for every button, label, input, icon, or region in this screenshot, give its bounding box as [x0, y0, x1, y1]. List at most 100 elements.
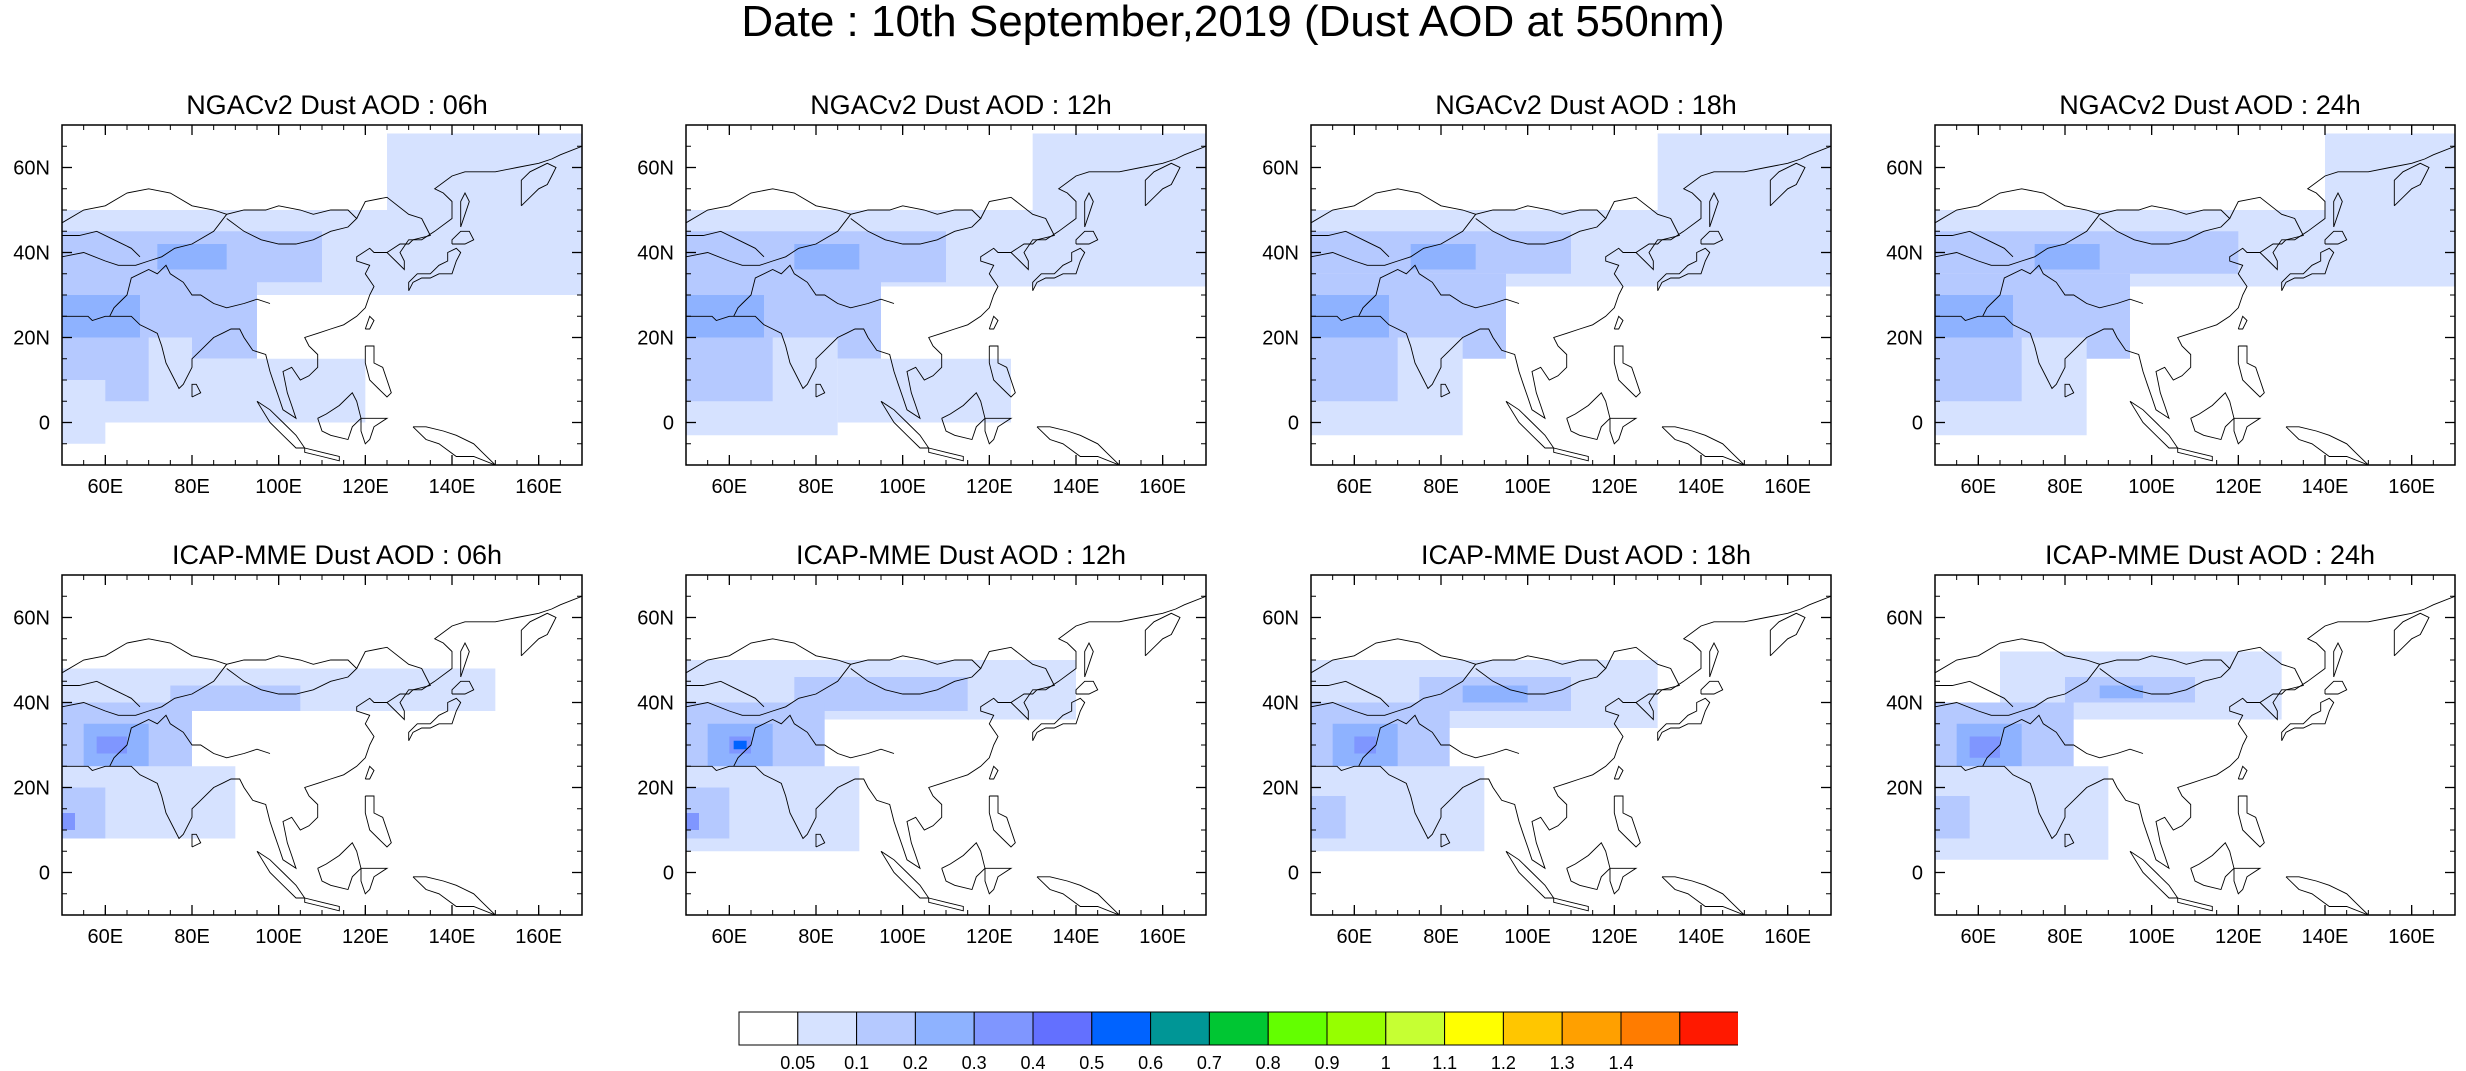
y-tick-label: 40N: [637, 693, 674, 715]
x-tick-label: 60E: [88, 476, 124, 498]
aod-cell: [96, 736, 127, 754]
aod-cell: [837, 358, 1011, 423]
coastline-segment: [1505, 850, 1555, 899]
y-tick-label: 60N: [1262, 158, 1299, 180]
coastline-segment: [408, 247, 462, 292]
coastline-segment: [1032, 697, 1086, 742]
coastline-segment: [1311, 595, 1831, 870]
coastline-segment: [62, 638, 227, 674]
coastline-segment: [2233, 867, 2262, 895]
coastline-segment: [1609, 417, 1638, 445]
y-tick-label: 20N: [1262, 778, 1299, 800]
y-tick-label: 40N: [13, 243, 50, 265]
coastlines: [686, 595, 1206, 915]
panel-title: ICAP-MME Dust AOD : 24h: [2044, 540, 2376, 570]
x-tick-label: 60E: [1337, 926, 1373, 948]
y-tick-label: 20N: [637, 778, 674, 800]
map-panel: 60E 80E 100E 120E 140E 160E 0 20N 40N 60N NGACv2 D…: [1251, 90, 1876, 498]
coastline-segment: [1036, 876, 1120, 915]
coastline-segment: [1613, 795, 1641, 848]
colorbar-label: 0.05: [780, 1053, 815, 1071]
coastline-segment: [1935, 655, 2231, 716]
panel-title: NGACv2 Dust AOD : 06h: [186, 90, 488, 120]
colorbar-swatch: [1208, 1011, 1269, 1046]
coastline-segment: [1075, 230, 1099, 245]
coastline-segment: [451, 230, 475, 245]
coastline-segment: [360, 867, 389, 895]
x-tick-label: 140E: [1678, 926, 1725, 948]
aod-cell: [686, 337, 773, 402]
y-tick-label: 60N: [1886, 158, 1923, 180]
coastline-segment: [1311, 638, 1476, 674]
x-tick-label: 100E: [1504, 926, 1551, 948]
map-svg: 60E 80E 100E 120E 140E 160E 0 20N 40N 60N: [13, 574, 583, 948]
y-tick-label: 60N: [1886, 608, 1923, 630]
coastline-segment: [2324, 680, 2348, 695]
colorbar-label: 0.9: [1314, 1053, 1339, 1071]
coastline-segment: [364, 315, 375, 330]
coastline-segment: [364, 345, 392, 398]
x-tick-label: 120E: [966, 926, 1013, 948]
coastline-segment: [2229, 196, 2304, 253]
coastline-segment: [460, 642, 470, 678]
colorbar-label: 0.5: [1079, 1053, 1104, 1071]
coastline-segment: [1358, 714, 1520, 767]
coastline-segment: [1566, 842, 1611, 891]
coastline-segment: [1144, 612, 1181, 657]
coastline-segment: [1935, 205, 2231, 266]
coastline-segment: [1084, 192, 1094, 228]
x-tick-label: 160E: [1139, 476, 1186, 498]
colorbar-swatch: [738, 1011, 799, 1046]
coastline-segment: [1311, 680, 1390, 708]
coastline-segment: [62, 595, 582, 870]
coastline-segment: [2333, 192, 2343, 228]
coastline-segment: [412, 876, 496, 915]
coastline-segment: [520, 612, 557, 657]
x-tick-label: 100E: [255, 476, 302, 498]
colorbar-swatch: [1444, 1011, 1504, 1046]
aod-cell: [1410, 244, 1476, 270]
coastline-segment: [62, 205, 358, 266]
map-svg: 60E 80E 100E 120E 140E 160E 0 20N 40N 60N: [1886, 574, 2456, 948]
coastline-segment: [1935, 595, 2455, 870]
y-tick-label: 40N: [1886, 243, 1923, 265]
colorbar-label: 0.3: [962, 1053, 987, 1071]
x-tick-label: 60E: [712, 476, 748, 498]
x-tick-label: 120E: [342, 476, 389, 498]
coastline-segment: [2064, 833, 2075, 848]
coastline-segment: [1613, 345, 1641, 398]
coastline-segment: [2281, 247, 2335, 292]
map-panel: 60E 80E 100E 120E 140E 160E 0 20N 40N 60N ICAP-MME…: [2, 540, 627, 948]
coastline-segment: [360, 417, 389, 445]
colorbar-label: 1.1: [1432, 1053, 1457, 1071]
coastline-segment: [2129, 850, 2179, 899]
aod-field: [686, 133, 1206, 436]
colorbar-swatch: [1326, 1011, 1387, 1046]
y-tick-label: 20N: [637, 328, 674, 350]
coastline-segment: [1358, 264, 1520, 317]
coastlines: [1311, 595, 1831, 915]
coastline-segment: [191, 383, 202, 398]
coastline-segment: [1311, 205, 1607, 266]
coastline-segment: [1709, 642, 1719, 678]
coastlines: [1311, 145, 1831, 465]
y-tick-label: 40N: [1262, 693, 1299, 715]
colorbar-label: 0.4: [1020, 1053, 1045, 1071]
y-tick-label: 0: [663, 413, 674, 435]
map-svg: 60E 80E 100E 120E 140E 160E 0 20N 40N 60N: [1886, 124, 2456, 498]
coastline-segment: [984, 417, 1013, 445]
y-tick-label: 20N: [1886, 328, 1923, 350]
coastline-segment: [2190, 842, 2235, 891]
x-tick-label: 120E: [2215, 926, 2262, 948]
x-tick-label: 100E: [2128, 926, 2175, 948]
panel-title: NGACv2 Dust AOD : 18h: [1435, 90, 1737, 120]
x-tick-label: 160E: [515, 476, 562, 498]
colorbar-swatch: [1091, 1011, 1152, 1046]
coastline-segment: [928, 897, 964, 912]
x-tick-label: 80E: [2047, 476, 2083, 498]
y-tick-label: 60N: [1262, 608, 1299, 630]
coastline-segment: [412, 426, 496, 465]
coastline-segment: [928, 447, 964, 462]
x-tick-label: 160E: [1764, 476, 1811, 498]
coastline-segment: [1769, 162, 1806, 207]
